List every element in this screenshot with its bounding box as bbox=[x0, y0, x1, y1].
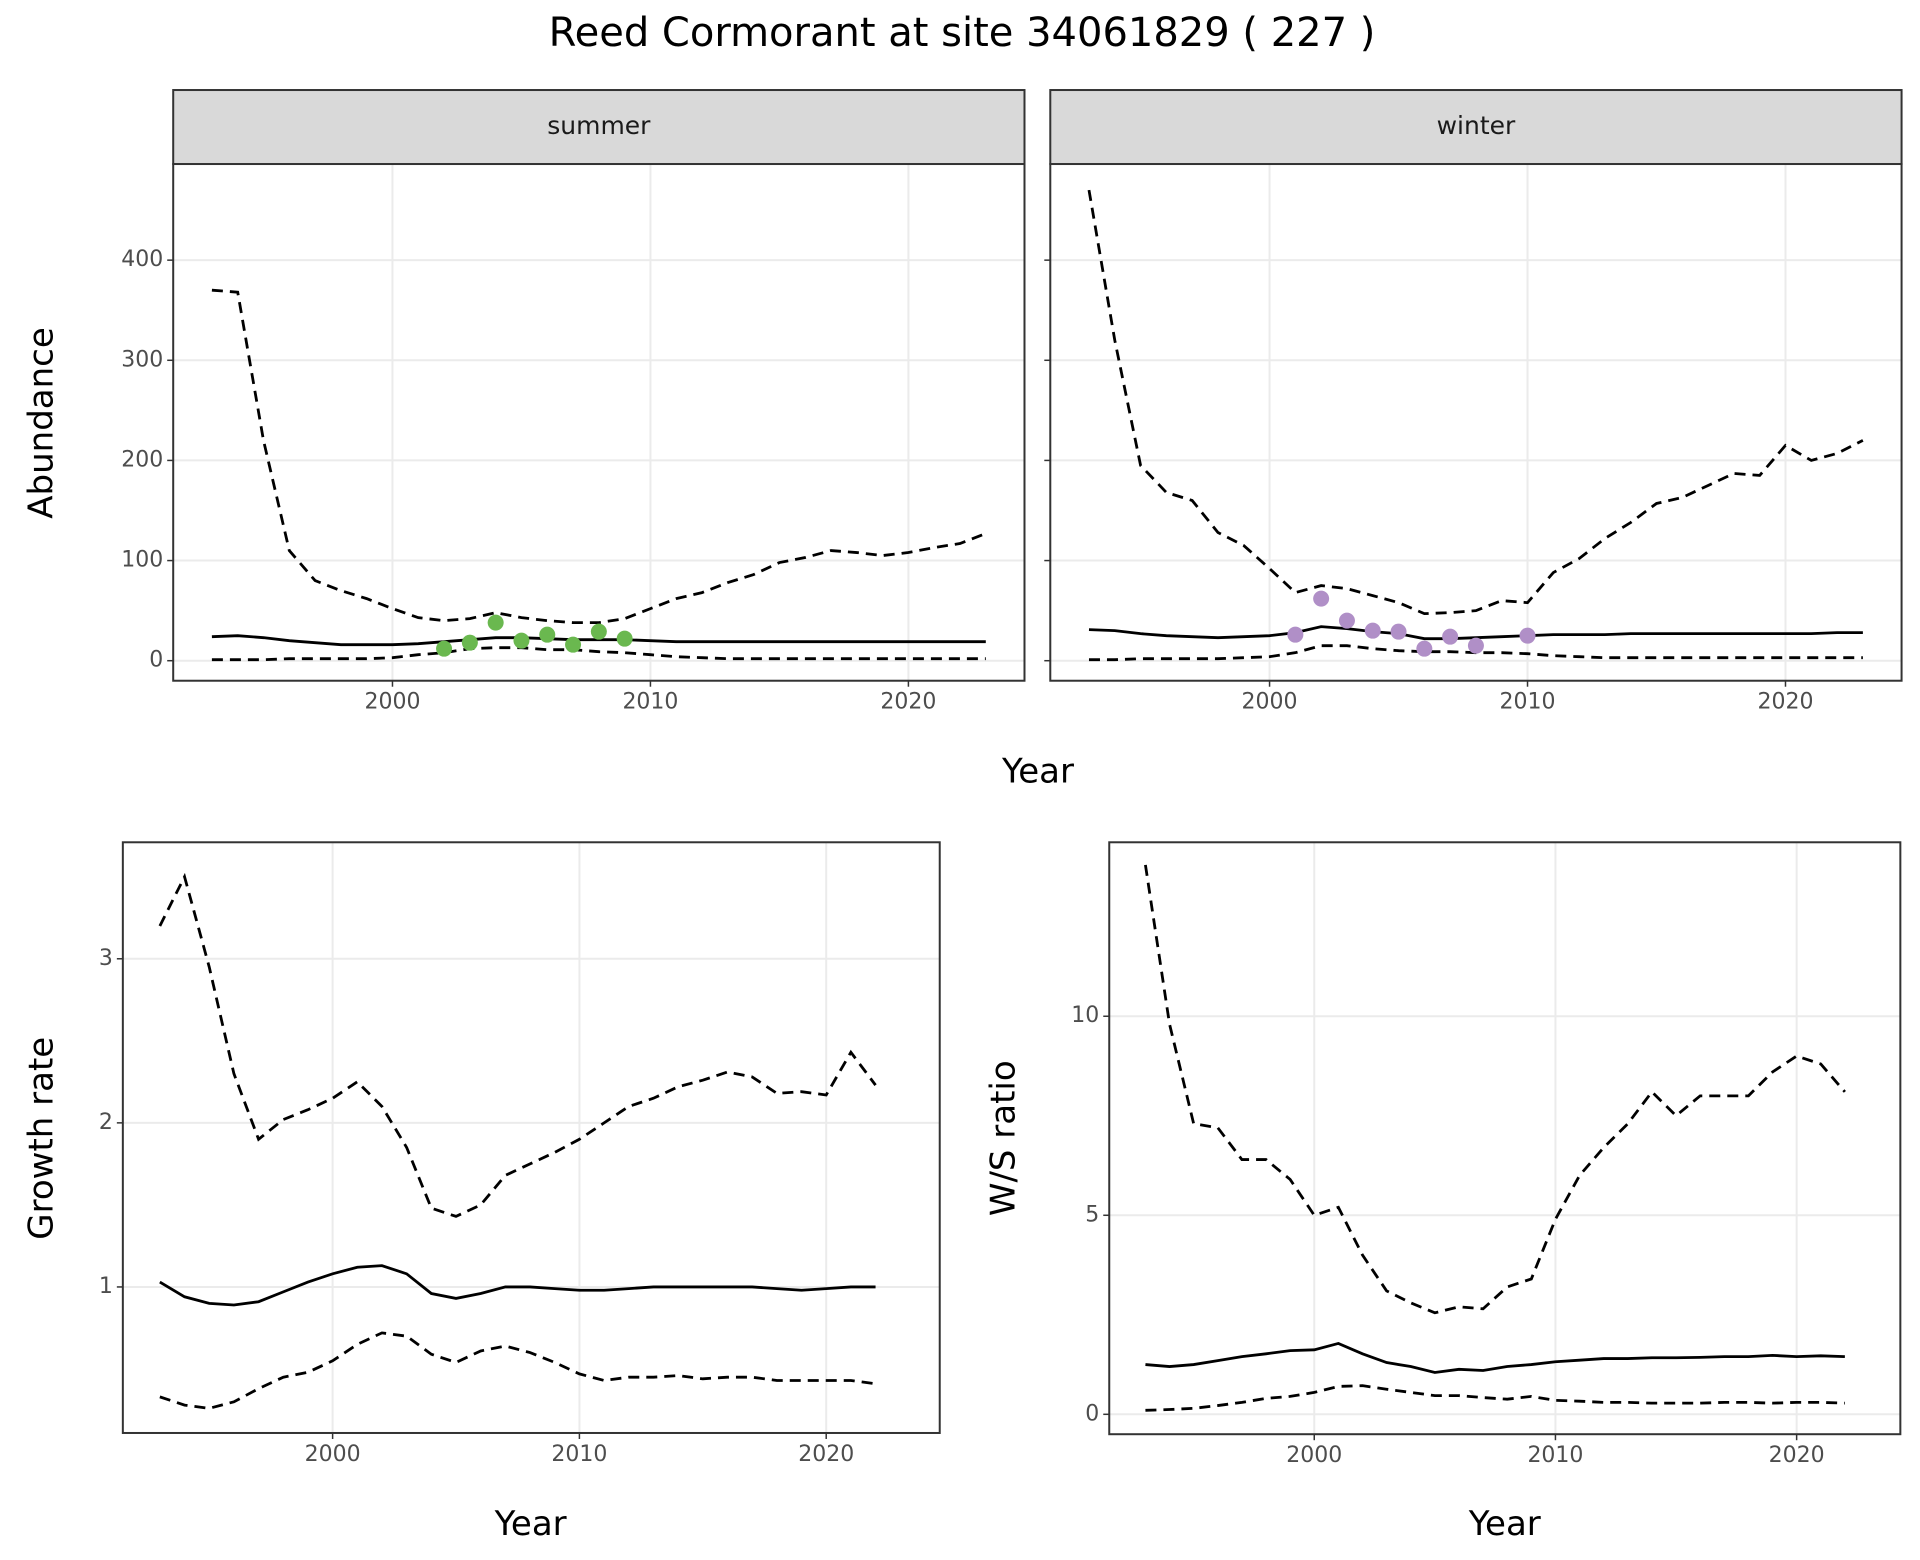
count-point bbox=[513, 632, 530, 649]
trend-line bbox=[1145, 1341, 1845, 1374]
y-tick-label: 0 bbox=[149, 648, 163, 673]
y-tick-label: 10 bbox=[1071, 1003, 1099, 1028]
interval-line bbox=[159, 1331, 876, 1410]
y-tick-label: 3 bbox=[99, 946, 113, 971]
y-tick-label: 200 bbox=[121, 447, 163, 472]
y-tick-label: 2 bbox=[99, 1110, 113, 1135]
count-point bbox=[1338, 612, 1355, 629]
x-tick-label: 2010 bbox=[551, 1442, 607, 1467]
x-tick-label: 2000 bbox=[305, 1442, 361, 1467]
count-point bbox=[1467, 637, 1484, 654]
count-point bbox=[461, 634, 478, 651]
trend-line bbox=[1088, 625, 1863, 641]
interval-line bbox=[211, 288, 987, 625]
facet-strip bbox=[172, 89, 1026, 166]
panel-background bbox=[173, 164, 1025, 681]
x-axis-title: Year bbox=[1001, 752, 1074, 792]
x-tick-label: 2000 bbox=[1242, 690, 1298, 715]
panel-background bbox=[1109, 842, 1901, 1435]
facet-label: summer bbox=[547, 111, 651, 140]
x-tick-label: 2020 bbox=[798, 1442, 854, 1467]
count-point bbox=[1442, 628, 1459, 645]
count-point bbox=[1287, 626, 1304, 643]
interval-line bbox=[1145, 1384, 1845, 1412]
y-tick-label: 400 bbox=[121, 247, 163, 272]
facet-strip bbox=[1049, 89, 1903, 166]
x-tick-label: 2020 bbox=[1769, 1443, 1825, 1468]
count-point bbox=[1313, 590, 1330, 607]
y-axis-title: Growth rate bbox=[21, 1037, 61, 1240]
interval-line bbox=[1087, 189, 1864, 616]
y-tick-label: 5 bbox=[1085, 1202, 1099, 1227]
x-tick-label: 2020 bbox=[880, 690, 936, 715]
figure-title: Reed Cormorant at site 34061829 ( 227 ) bbox=[549, 10, 1376, 56]
y-axis-title: W/S ratio bbox=[983, 1060, 1023, 1216]
trend-line bbox=[211, 634, 986, 647]
x-tick-label: 2010 bbox=[1500, 690, 1556, 715]
count-point bbox=[539, 626, 556, 643]
y-tick-label: 0 bbox=[1085, 1401, 1099, 1426]
count-point bbox=[487, 614, 504, 631]
count-point bbox=[1364, 622, 1381, 639]
interval-line bbox=[158, 872, 877, 1218]
count-point bbox=[565, 636, 582, 653]
x-axis-title: Year bbox=[494, 1504, 567, 1544]
y-tick-label: 100 bbox=[121, 548, 163, 573]
facet-label: winter bbox=[1437, 111, 1516, 140]
count-point bbox=[1416, 640, 1433, 657]
interval-line bbox=[211, 646, 986, 662]
x-tick-label: 2000 bbox=[1286, 1443, 1342, 1468]
count-point bbox=[1390, 623, 1407, 640]
y-axis-title: Abundance bbox=[21, 327, 61, 519]
count-point bbox=[616, 630, 633, 647]
x-axis-title: Year bbox=[1468, 1504, 1541, 1544]
panel-background bbox=[122, 842, 940, 1433]
count-point bbox=[436, 640, 453, 657]
panel-background bbox=[1050, 164, 1902, 681]
y-tick-label: 300 bbox=[121, 347, 163, 372]
panel-border bbox=[1108, 841, 1902, 1436]
x-tick-label: 2010 bbox=[1527, 1443, 1583, 1468]
interval-line bbox=[1144, 864, 1846, 1315]
count-point bbox=[590, 623, 607, 640]
panel-border bbox=[121, 841, 941, 1434]
x-tick-label: 2000 bbox=[364, 690, 420, 715]
x-tick-label: 2010 bbox=[622, 690, 678, 715]
y-tick-label: 1 bbox=[99, 1274, 113, 1299]
x-tick-label: 2020 bbox=[1757, 690, 1813, 715]
trend-line bbox=[159, 1264, 876, 1307]
count-point bbox=[1519, 627, 1536, 644]
